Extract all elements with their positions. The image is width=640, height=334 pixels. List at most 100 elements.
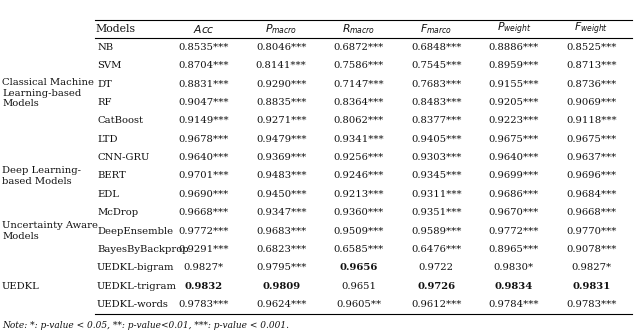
Text: 0.9699***: 0.9699*** — [488, 171, 539, 180]
Text: $F_{weight}$: $F_{weight}$ — [574, 21, 609, 37]
Text: 0.8736***: 0.8736*** — [566, 79, 616, 89]
Text: 0.9701***: 0.9701*** — [179, 171, 229, 180]
Text: McDrop: McDrop — [97, 208, 138, 217]
Text: 0.9303***: 0.9303*** — [411, 153, 461, 162]
Text: 0.9290***: 0.9290*** — [256, 79, 307, 89]
Text: 0.7545***: 0.7545*** — [411, 61, 461, 70]
Text: 0.9345***: 0.9345*** — [411, 171, 461, 180]
Text: 0.9118***: 0.9118*** — [566, 116, 616, 125]
Text: EDL: EDL — [97, 190, 119, 199]
Text: 0.9341***: 0.9341*** — [333, 135, 384, 144]
Text: 0.9351***: 0.9351*** — [411, 208, 461, 217]
Text: 0.9223***: 0.9223*** — [488, 116, 539, 125]
Text: CNN-GRU: CNN-GRU — [97, 153, 149, 162]
Text: $R_{macro}$: $R_{macro}$ — [342, 22, 376, 36]
Text: $P_{macro}$: $P_{macro}$ — [265, 22, 298, 36]
Text: 0.8959***: 0.8959*** — [488, 61, 539, 70]
Text: 0.9684***: 0.9684*** — [566, 190, 616, 199]
Text: 0.9450***: 0.9450*** — [256, 190, 307, 199]
Text: 0.9668***: 0.9668*** — [566, 208, 616, 217]
Text: 0.9369***: 0.9369*** — [256, 153, 307, 162]
Text: 0.9770***: 0.9770*** — [566, 227, 616, 236]
Text: UEDKL: UEDKL — [2, 282, 40, 291]
Text: UEDKL-bigram: UEDKL-bigram — [97, 264, 175, 273]
Text: 0.9605**: 0.9605** — [336, 300, 381, 309]
Text: 0.9809: 0.9809 — [262, 282, 300, 291]
Text: 0.8965***: 0.8965*** — [488, 245, 539, 254]
Text: 0.9213***: 0.9213*** — [333, 190, 384, 199]
Text: 0.8525***: 0.8525*** — [566, 43, 616, 52]
Text: 0.9347***: 0.9347*** — [256, 208, 307, 217]
Text: Uncertainty Aware
Models: Uncertainty Aware Models — [2, 221, 98, 241]
Text: DeepEnsemble: DeepEnsemble — [97, 227, 173, 236]
Text: 0.9155***: 0.9155*** — [488, 79, 539, 89]
Text: 0.9256***: 0.9256*** — [333, 153, 384, 162]
Text: 0.7147***: 0.7147*** — [333, 79, 384, 89]
Text: 0.9078***: 0.9078*** — [566, 245, 616, 254]
Text: 0.8831***: 0.8831*** — [179, 79, 229, 89]
Text: 0.9722: 0.9722 — [419, 264, 454, 273]
Text: BERT: BERT — [97, 171, 125, 180]
Text: 0.8704***: 0.8704*** — [179, 61, 229, 70]
Text: 0.9205***: 0.9205*** — [488, 98, 539, 107]
Text: Classical Machine
Learning-based
Models: Classical Machine Learning-based Models — [2, 78, 94, 108]
Text: 0.9675***: 0.9675*** — [488, 135, 539, 144]
Text: DT: DT — [97, 79, 112, 89]
Text: 0.9589***: 0.9589*** — [411, 227, 461, 236]
Text: 0.9670***: 0.9670*** — [488, 208, 539, 217]
Text: 0.9675***: 0.9675*** — [566, 135, 616, 144]
Text: 0.9683***: 0.9683*** — [256, 227, 307, 236]
Text: 0.9696***: 0.9696*** — [566, 171, 616, 180]
Text: 0.9686***: 0.9686*** — [489, 190, 539, 199]
Text: Deep Learning-
based Models: Deep Learning- based Models — [2, 166, 81, 186]
Text: 0.9834: 0.9834 — [495, 282, 533, 291]
Text: 0.9483***: 0.9483*** — [256, 171, 307, 180]
Text: 0.9149***: 0.9149*** — [179, 116, 229, 125]
Text: 0.9795***: 0.9795*** — [256, 264, 307, 273]
Text: 0.8046***: 0.8046*** — [256, 43, 307, 52]
Text: UEDKL-trigram: UEDKL-trigram — [97, 282, 177, 291]
Text: 0.9784***: 0.9784*** — [488, 300, 539, 309]
Text: UEDKL-words: UEDKL-words — [97, 300, 169, 309]
Text: 0.9509***: 0.9509*** — [333, 227, 384, 236]
Text: 0.9405***: 0.9405*** — [411, 135, 461, 144]
Text: 0.9640***: 0.9640*** — [488, 153, 539, 162]
Text: $Acc$: $Acc$ — [193, 23, 214, 35]
Text: 0.6872***: 0.6872*** — [333, 43, 384, 52]
Text: 0.8364***: 0.8364*** — [333, 98, 384, 107]
Text: 0.9651: 0.9651 — [341, 282, 376, 291]
Text: 0.8713***: 0.8713*** — [566, 61, 616, 70]
Text: 0.9612***: 0.9612*** — [411, 300, 461, 309]
Text: 0.9624***: 0.9624*** — [256, 300, 307, 309]
Text: 0.7586***: 0.7586*** — [333, 61, 384, 70]
Text: 0.9783***: 0.9783*** — [179, 300, 229, 309]
Text: 0.6848***: 0.6848*** — [411, 43, 461, 52]
Text: 0.9271***: 0.9271*** — [256, 116, 307, 125]
Text: Models: Models — [95, 24, 135, 34]
Text: NB: NB — [97, 43, 113, 52]
Text: 0.9772***: 0.9772*** — [488, 227, 539, 236]
Text: 0.9668***: 0.9668*** — [179, 208, 229, 217]
Text: 0.8535***: 0.8535*** — [179, 43, 229, 52]
Text: 0.9830*: 0.9830* — [493, 264, 534, 273]
Text: CatBoost: CatBoost — [97, 116, 143, 125]
Text: RF: RF — [97, 98, 111, 107]
Text: LTD: LTD — [97, 135, 118, 144]
Text: 0.9831: 0.9831 — [572, 282, 611, 291]
Text: 0.6823***: 0.6823*** — [256, 245, 307, 254]
Text: 0.9772***: 0.9772*** — [179, 227, 229, 236]
Text: 0.8886***: 0.8886*** — [488, 43, 539, 52]
Text: 0.9291***: 0.9291*** — [179, 245, 229, 254]
Text: 0.9069***: 0.9069*** — [566, 98, 616, 107]
Text: 0.8062***: 0.8062*** — [333, 116, 384, 125]
Text: 0.9827*: 0.9827* — [571, 264, 611, 273]
Text: 0.9640***: 0.9640*** — [179, 153, 229, 162]
Text: 0.9832: 0.9832 — [185, 282, 223, 291]
Text: 0.6585***: 0.6585*** — [333, 245, 384, 254]
Text: 0.9656: 0.9656 — [340, 264, 378, 273]
Text: Note: *: p-value < 0.05, **: p-value<0.01, ***: p-value < 0.001.: Note: *: p-value < 0.05, **: p-value<0.0… — [2, 321, 289, 330]
Text: 0.9047***: 0.9047*** — [179, 98, 229, 107]
Text: 0.9726: 0.9726 — [417, 282, 455, 291]
Text: 0.9678***: 0.9678*** — [179, 135, 229, 144]
Text: 0.9311***: 0.9311*** — [411, 190, 461, 199]
